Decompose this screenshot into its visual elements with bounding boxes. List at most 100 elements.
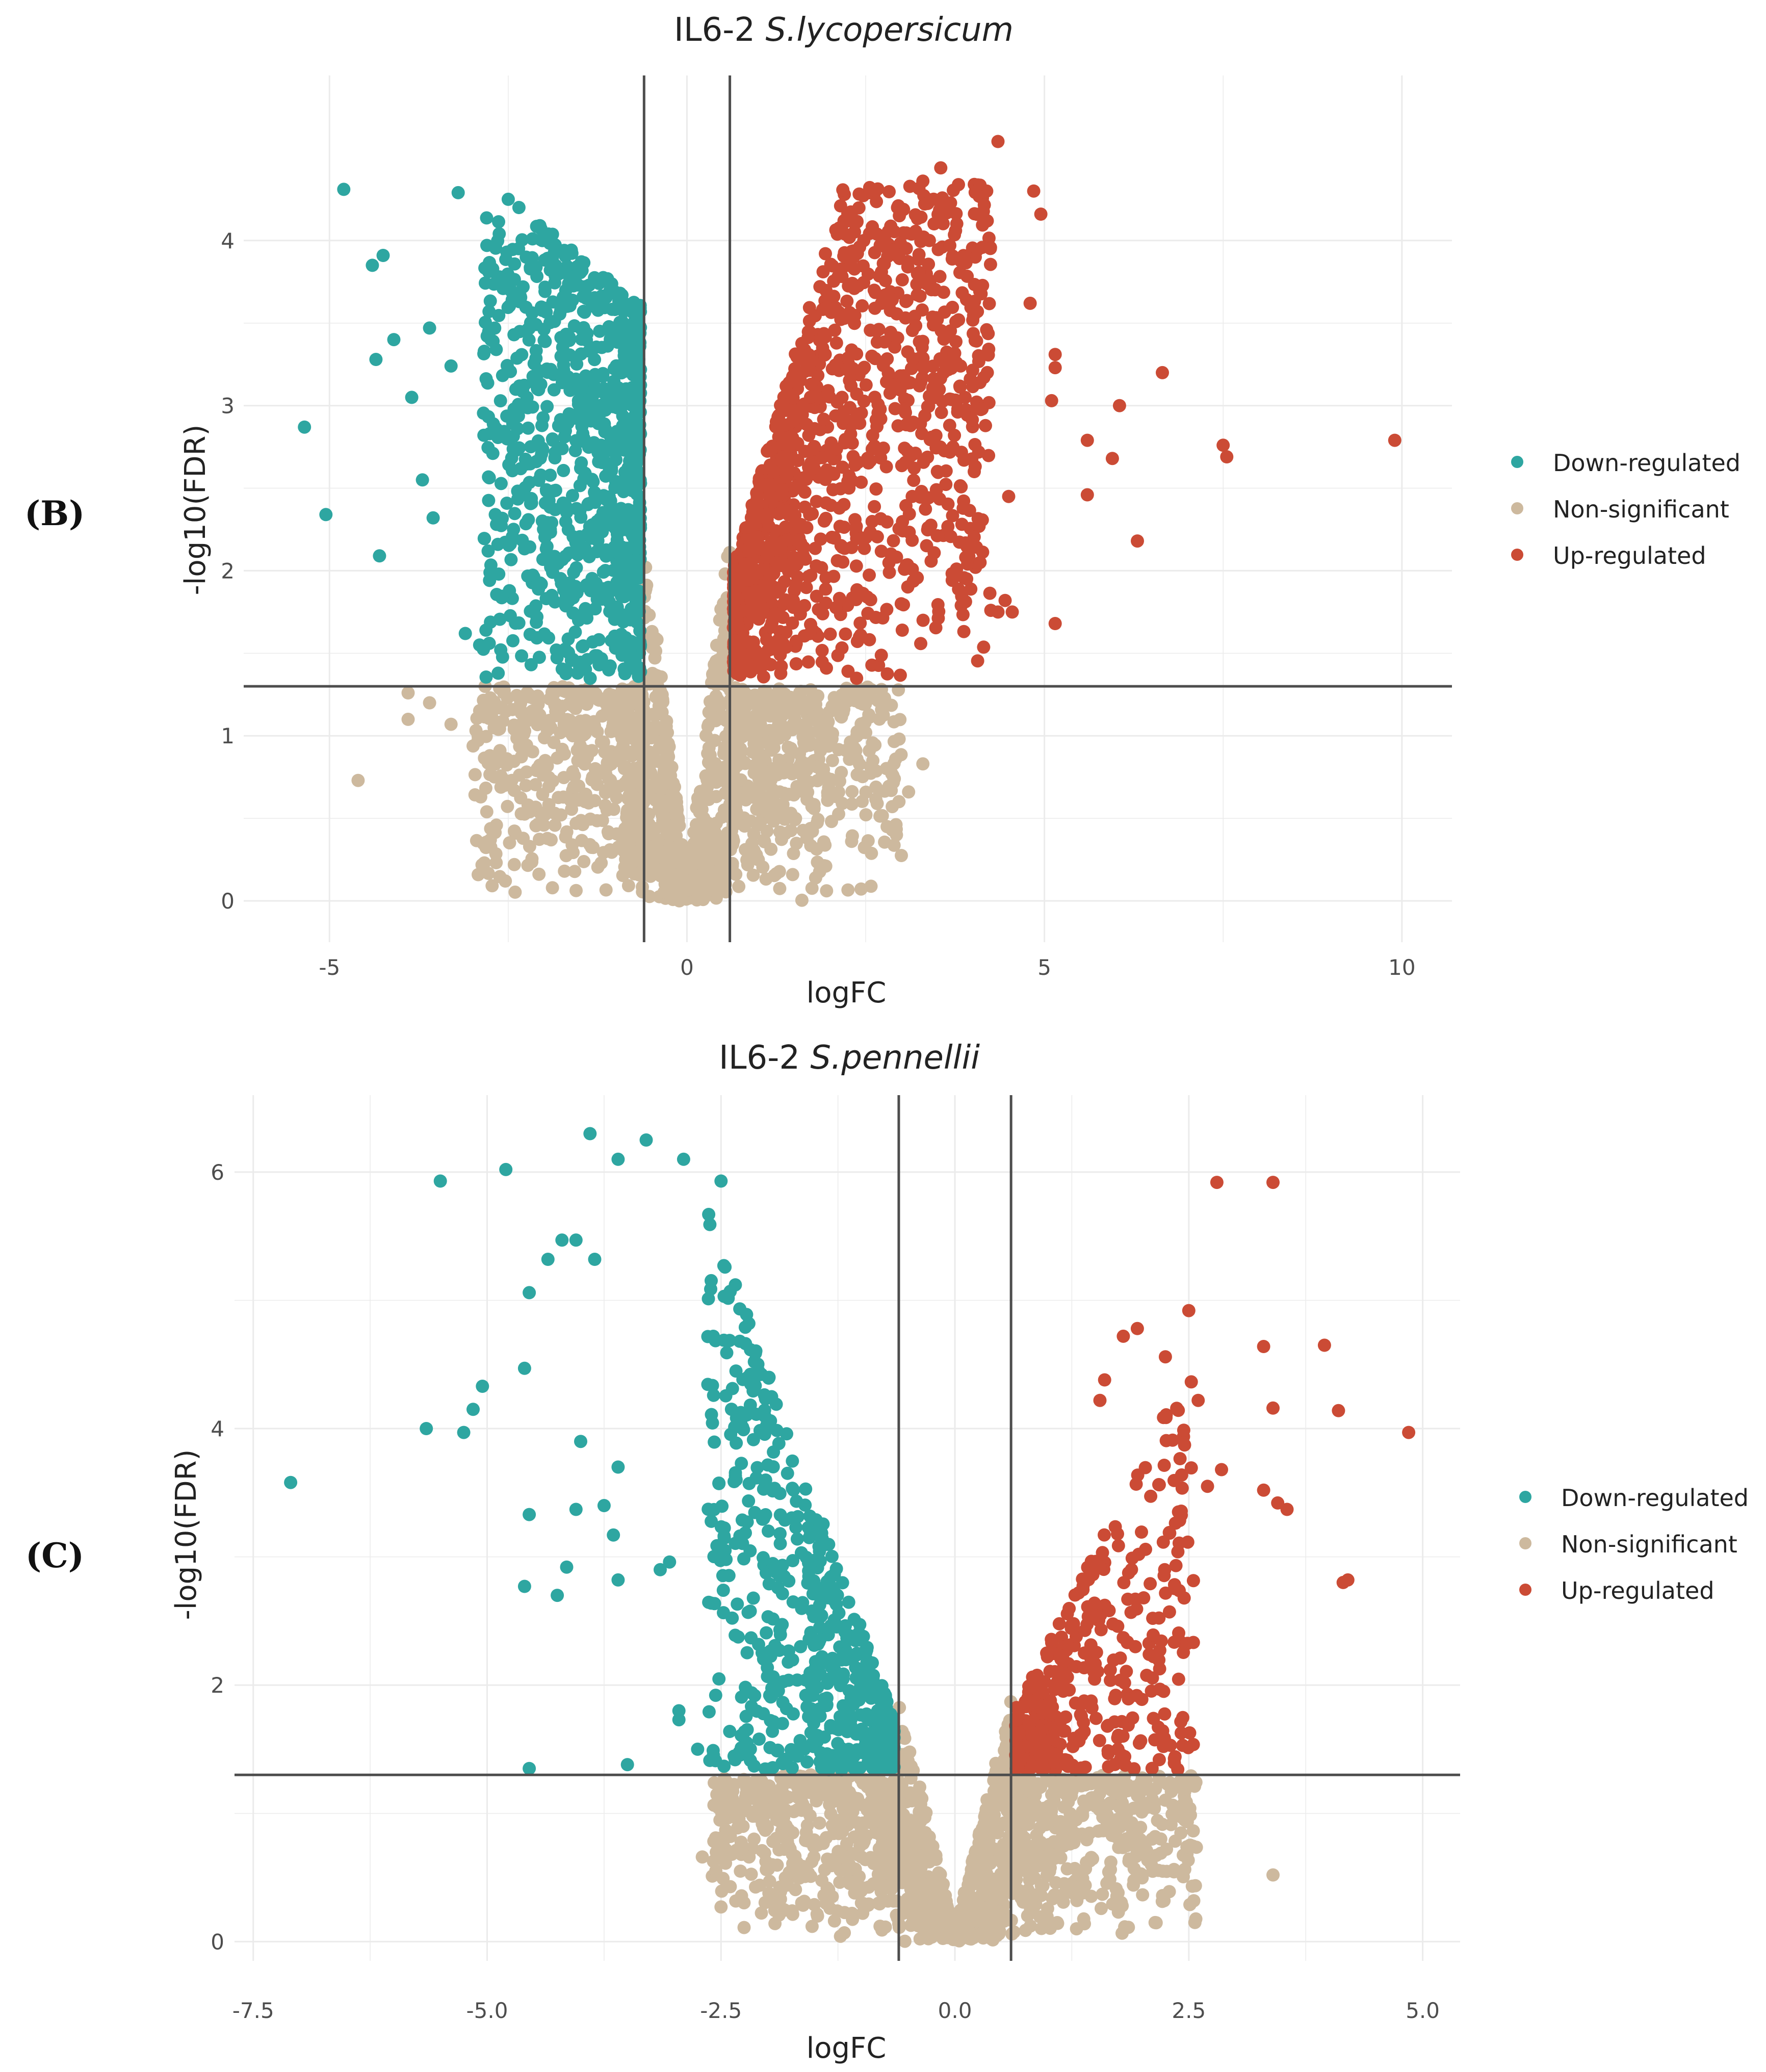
up-regulated-point — [850, 635, 864, 649]
down-regulated-point — [557, 463, 570, 477]
non-significant-point — [749, 848, 763, 862]
up-outlier-point — [1048, 348, 1062, 361]
non-significant-point — [898, 1934, 912, 1948]
non-significant-point — [787, 847, 800, 860]
up-regulated-point — [956, 608, 970, 621]
up-regulated-point — [921, 197, 934, 210]
down-regulated-point — [630, 615, 643, 629]
panel-label: (B) — [24, 494, 85, 533]
up-regulated-point — [886, 293, 899, 306]
up-regulated-point — [774, 541, 788, 555]
down-regulated-point — [627, 320, 641, 333]
down-regulated-point — [626, 484, 639, 498]
non-significant-point — [911, 1877, 925, 1890]
up-regulated-point — [867, 283, 881, 297]
non-significant-point — [1186, 1824, 1200, 1838]
non-significant-point — [734, 773, 748, 787]
non-significant-point — [540, 723, 554, 737]
up-regulated-point — [761, 444, 774, 458]
down-regulated-point — [602, 663, 616, 677]
up-regulated-point — [907, 474, 921, 487]
non-significant-point — [708, 667, 722, 681]
non-significant-point — [878, 784, 892, 798]
up-regulated-point — [919, 502, 932, 516]
up-regulated-point — [955, 517, 969, 531]
non-significant-point — [635, 837, 648, 851]
up-regulated-point — [744, 665, 758, 679]
up-regulated-point — [741, 520, 755, 534]
up-regulated-point — [946, 440, 960, 454]
non-significant-point — [864, 879, 878, 893]
up-regulated-point — [917, 361, 931, 375]
up-regulated-point — [976, 278, 990, 292]
up-regulated-point — [835, 270, 849, 283]
down-regulated-point — [529, 344, 543, 357]
up-regulated-point — [915, 485, 928, 498]
up-regulated-point — [731, 618, 745, 632]
significant-cloud — [477, 177, 997, 685]
ns-outlier-point — [888, 772, 901, 786]
non-significant-point — [782, 1791, 795, 1804]
non-significant-point — [572, 793, 586, 807]
ns-outlier-point — [902, 785, 916, 799]
non-significant-point — [845, 797, 859, 811]
non-significant-point — [1104, 1863, 1118, 1876]
up-regulated-point — [753, 542, 767, 556]
y-tick-label: 4 — [221, 228, 235, 253]
non-significant-point — [795, 893, 809, 907]
down-regulated-point — [550, 643, 563, 657]
up-regulated-point — [854, 475, 868, 489]
non-significant-point — [820, 884, 834, 898]
non-significant-point — [1115, 1926, 1129, 1940]
down-regulated-point — [503, 609, 517, 623]
up-regulated-point — [833, 501, 846, 515]
non-significant-point — [704, 748, 717, 762]
up-regulated-point — [931, 598, 945, 611]
non-significant-point — [529, 819, 543, 833]
up-regulated-point — [851, 455, 865, 469]
non-significant-point — [843, 753, 856, 766]
up-regulated-point — [855, 299, 869, 313]
non-significant-point — [1104, 1815, 1118, 1829]
non-significant-point — [738, 819, 751, 833]
up-regulated-point — [983, 257, 997, 271]
non-significant-point — [859, 808, 873, 822]
up-regulated-point — [755, 508, 768, 522]
non-significant-point — [868, 738, 882, 752]
non-significant-point — [583, 838, 596, 851]
up-regulated-point — [915, 303, 929, 317]
non-significant-point — [559, 830, 573, 844]
non-significant-point — [832, 807, 845, 821]
down-regulated-point — [589, 576, 603, 590]
non-significant-point — [773, 882, 787, 895]
non-significant-point — [749, 1880, 762, 1894]
up-regulated-point — [971, 305, 984, 319]
down-regulated-point — [530, 610, 544, 624]
non-significant-point — [625, 749, 639, 763]
non-significant-point — [807, 801, 821, 815]
up-regulated-point — [931, 465, 945, 479]
up-outlier-point — [934, 161, 948, 175]
down-regulated-point — [604, 332, 617, 346]
up-regulated-point — [981, 327, 995, 341]
ns-outlier-point — [859, 726, 873, 739]
up-regulated-point — [902, 507, 916, 521]
up-regulated-point — [845, 436, 859, 450]
up-regulated-point — [802, 460, 815, 474]
up-regulated-point — [817, 514, 831, 528]
up-regulated-point — [865, 514, 879, 528]
non-significant-point — [526, 745, 539, 759]
up-regulated-point — [972, 349, 985, 362]
up-regulated-point — [840, 294, 854, 308]
non-significant-point — [1060, 1862, 1074, 1876]
up-regulated-point — [980, 214, 994, 228]
down-regulated-point — [568, 580, 582, 593]
x-tick-label: 10 — [1388, 955, 1415, 980]
up-outlier-point — [1034, 208, 1048, 221]
legend-dot-ns — [1511, 502, 1523, 514]
non-significant-point — [610, 791, 624, 805]
non-significant-point — [778, 762, 792, 775]
up-regulated-point — [917, 230, 930, 244]
non-significant-point — [501, 799, 514, 813]
non-significant-point — [825, 754, 839, 767]
